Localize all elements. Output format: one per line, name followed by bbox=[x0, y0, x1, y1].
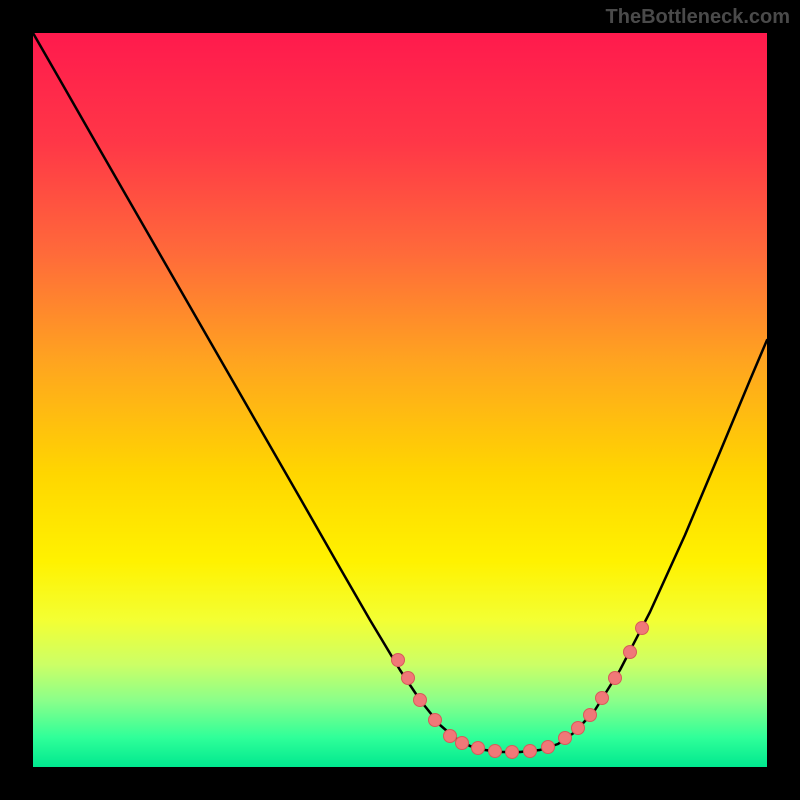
watermark-text: TheBottleneck.com bbox=[606, 6, 790, 29]
data-marker bbox=[401, 671, 415, 685]
data-marker bbox=[608, 671, 622, 685]
data-marker bbox=[571, 721, 585, 735]
data-marker bbox=[413, 693, 427, 707]
plot-border-right bbox=[767, 0, 800, 800]
data-marker bbox=[505, 745, 519, 759]
data-marker bbox=[558, 731, 572, 745]
data-marker bbox=[523, 744, 537, 758]
data-marker bbox=[623, 645, 637, 659]
data-marker bbox=[455, 736, 469, 750]
data-marker bbox=[488, 744, 502, 758]
data-marker bbox=[635, 621, 649, 635]
data-marker bbox=[471, 741, 485, 755]
data-marker bbox=[583, 708, 597, 722]
data-marker bbox=[391, 653, 405, 667]
data-marker bbox=[595, 691, 609, 705]
plot-border-bottom bbox=[0, 767, 800, 800]
data-marker bbox=[428, 713, 442, 727]
plot-border-left bbox=[0, 0, 33, 800]
data-marker bbox=[541, 740, 555, 754]
chart-frame: TheBottleneck.com bbox=[0, 0, 800, 800]
